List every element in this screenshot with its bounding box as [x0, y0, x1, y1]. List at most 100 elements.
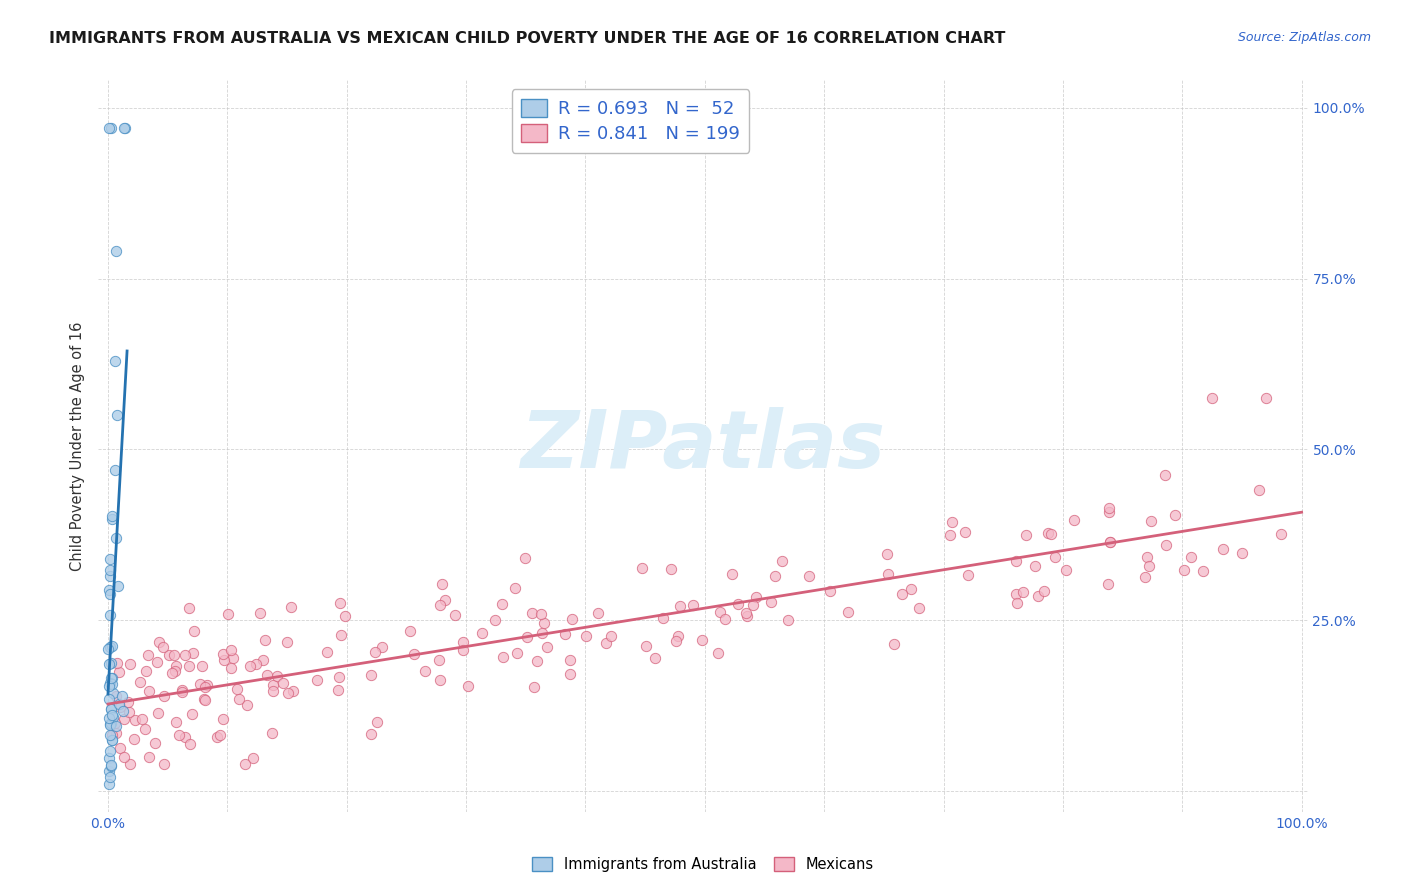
Legend: R = 0.693   N =  52, R = 0.841   N = 199: R = 0.693 N = 52, R = 0.841 N = 199	[512, 89, 749, 153]
Point	[254, 633, 277, 648]
Point	[100, 568, 122, 582]
Point	[1139, 514, 1161, 528]
Point	[1097, 577, 1119, 591]
Point	[659, 561, 682, 575]
Point	[531, 626, 554, 640]
Point	[122, 731, 145, 746]
Point	[239, 658, 262, 673]
Point	[221, 643, 243, 657]
Point	[1133, 570, 1156, 584]
Point	[1097, 501, 1119, 516]
Point	[957, 568, 980, 582]
Point	[172, 684, 194, 698]
Point	[100, 656, 122, 670]
Point	[217, 607, 239, 621]
Point	[118, 657, 141, 671]
Point	[690, 633, 713, 648]
Point	[1098, 534, 1121, 549]
Point	[330, 627, 353, 641]
Point	[153, 756, 176, 771]
Point	[100, 758, 122, 772]
Point	[530, 607, 553, 622]
Point	[104, 718, 127, 732]
Point	[402, 647, 425, 661]
Point	[252, 652, 274, 666]
Point	[112, 750, 135, 764]
Point	[713, 611, 735, 625]
Point	[138, 750, 160, 764]
Point	[101, 639, 124, 653]
Point	[1024, 559, 1046, 574]
Point	[98, 744, 121, 758]
Point	[179, 600, 201, 615]
Point	[153, 689, 176, 703]
Point	[104, 244, 127, 259]
Point	[97, 711, 120, 725]
Point	[491, 597, 513, 611]
Point	[429, 673, 451, 687]
Point	[120, 756, 142, 771]
Point	[101, 686, 124, 700]
Point	[1004, 553, 1026, 567]
Point	[503, 582, 526, 596]
Point	[1137, 559, 1160, 574]
Point	[955, 524, 977, 539]
Point	[98, 640, 121, 655]
Point	[536, 640, 558, 654]
Point	[101, 733, 124, 747]
Point	[249, 607, 271, 621]
Point	[131, 712, 153, 726]
Point	[326, 683, 349, 698]
Point	[492, 650, 515, 665]
Point	[193, 692, 215, 706]
Legend: Immigrants from Australia, Mexicans: Immigrants from Australia, Mexicans	[526, 851, 880, 878]
Point	[107, 665, 129, 680]
Point	[219, 661, 242, 675]
Point	[329, 596, 352, 610]
Point	[1153, 468, 1175, 483]
Point	[900, 582, 922, 596]
Point	[108, 740, 131, 755]
Point	[526, 654, 548, 668]
Point	[100, 508, 122, 523]
Point	[471, 625, 494, 640]
Point	[98, 582, 121, 597]
Point	[245, 657, 267, 671]
Point	[97, 777, 120, 791]
Point	[148, 635, 170, 649]
Point	[143, 736, 166, 750]
Point	[876, 547, 898, 561]
Point	[413, 664, 436, 678]
Point	[98, 770, 121, 784]
Point	[666, 629, 689, 643]
Point	[209, 728, 232, 742]
Point	[744, 590, 766, 604]
Point	[146, 706, 169, 720]
Point	[316, 645, 339, 659]
Point	[98, 121, 121, 136]
Point	[262, 683, 284, 698]
Point	[665, 634, 688, 648]
Point	[117, 695, 139, 709]
Point	[152, 640, 174, 654]
Point	[631, 561, 654, 575]
Point	[100, 586, 122, 600]
Point	[112, 704, 135, 718]
Point	[837, 605, 859, 619]
Point	[513, 551, 536, 566]
Point	[205, 731, 228, 745]
Point	[1270, 526, 1292, 541]
Point	[742, 599, 765, 613]
Point	[98, 657, 121, 671]
Point	[98, 692, 121, 706]
Point	[1033, 584, 1056, 599]
Point	[366, 714, 388, 729]
Point	[1098, 534, 1121, 549]
Point	[98, 551, 121, 566]
Point	[98, 563, 121, 577]
Point	[98, 764, 121, 778]
Point	[818, 584, 841, 599]
Point	[371, 640, 394, 654]
Point	[651, 611, 673, 625]
Point	[173, 648, 195, 662]
